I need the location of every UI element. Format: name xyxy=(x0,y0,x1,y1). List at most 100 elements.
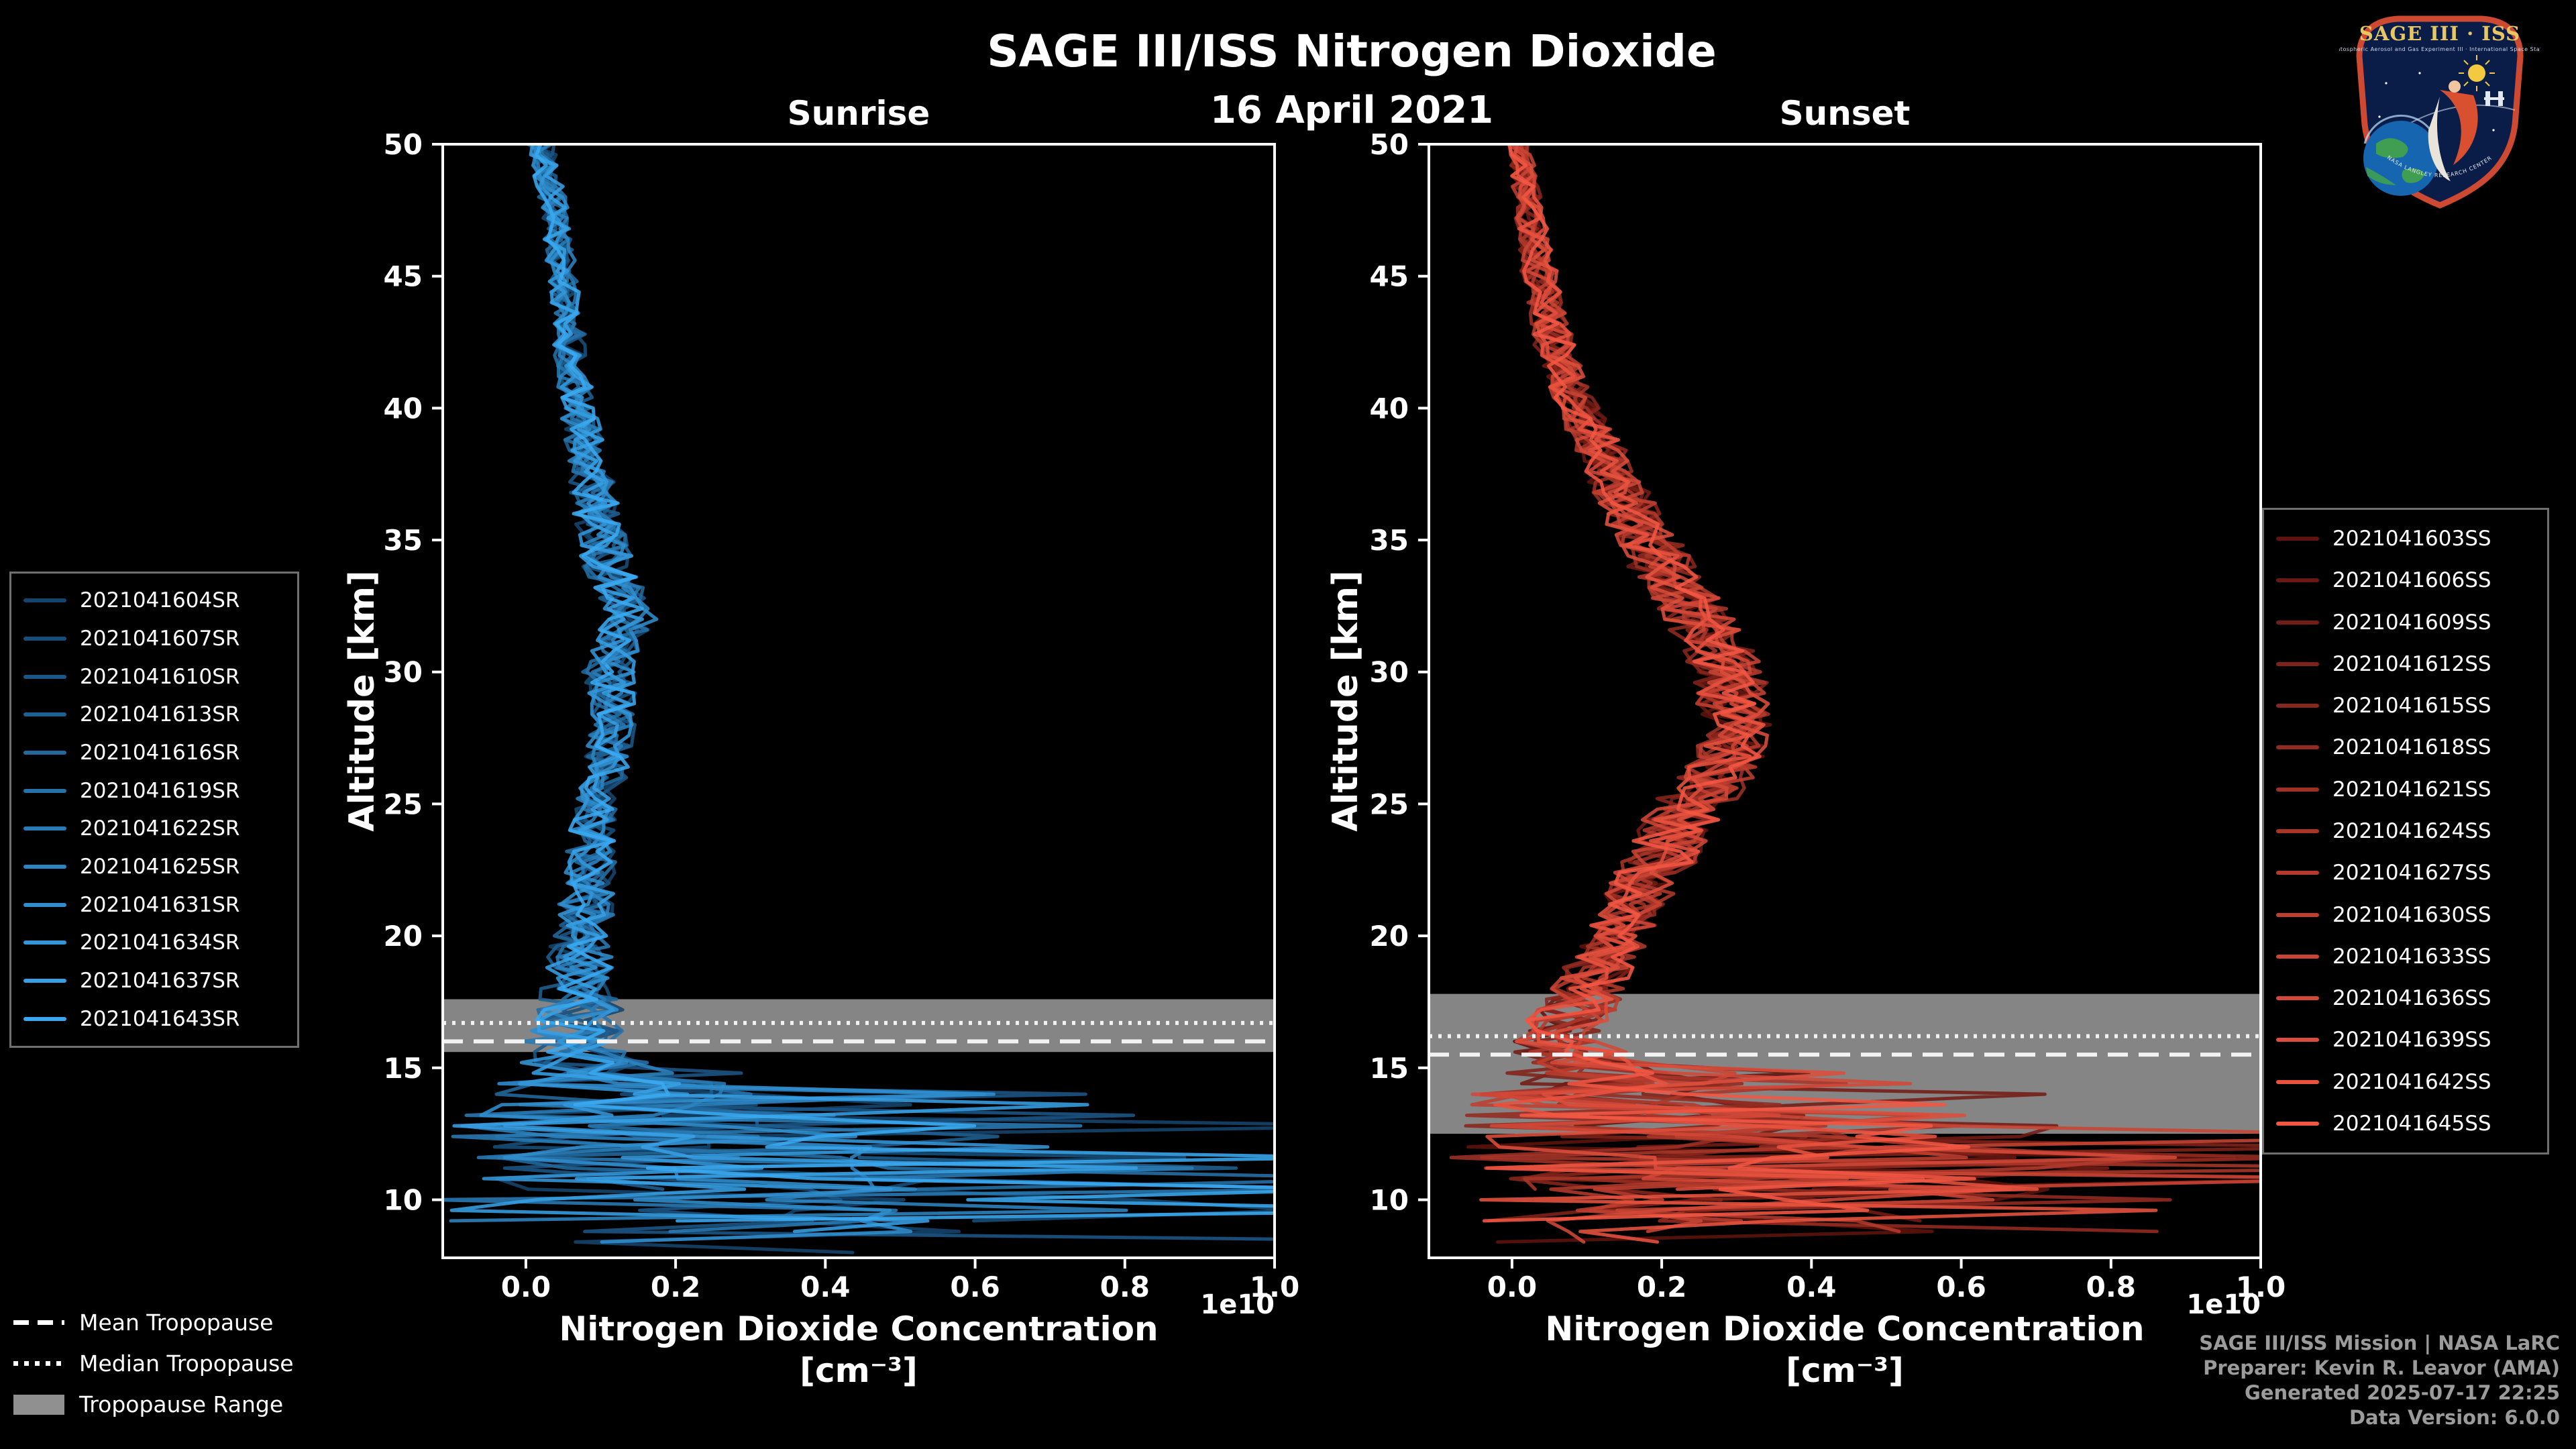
logo-sun xyxy=(2468,64,2485,82)
legend-item: 2021041634SR xyxy=(23,930,285,955)
credits-block: SAGE III/ISS Mission | NASA LaRC Prepare… xyxy=(2199,1331,2560,1430)
legend-line-swatch xyxy=(23,941,66,945)
legend-line-swatch xyxy=(2276,871,2319,875)
legend-item: 2021041610SR xyxy=(23,665,285,689)
legend-label: 2021041643SR xyxy=(80,1006,240,1031)
logo-figure-gown xyxy=(2428,97,2451,181)
legend-label: 2021041612SS xyxy=(2332,651,2491,676)
sunrise-y-axis-label: Altitude [km] xyxy=(342,570,382,832)
sunset-x-axis-label-units: [cm⁻³] xyxy=(1786,1351,1904,1390)
legend-label: 2021041622SR xyxy=(80,816,240,841)
x-tick-label: 0.2 xyxy=(1637,1271,1686,1303)
mean-tropopause-legend-item: Mean Tropopause xyxy=(13,1309,294,1336)
tropopause-range-label: Tropopause Range xyxy=(79,1391,284,1417)
median-tropopause-legend-item: Median Tropopause xyxy=(13,1350,294,1377)
legend-line-swatch xyxy=(23,674,66,679)
x-tick-label: 0.0 xyxy=(1487,1271,1537,1303)
figure-title: SAGE III/ISS Nitrogen Dioxide xyxy=(987,25,1717,77)
legend-item: 2021041642SS xyxy=(2276,1070,2535,1094)
legend-line-swatch xyxy=(23,864,66,869)
x-tick-label: 0.6 xyxy=(1936,1271,1986,1303)
y-tick-label: 15 xyxy=(384,1052,423,1085)
y-tick-label: 30 xyxy=(384,656,423,689)
y-tick-label: 25 xyxy=(384,788,423,820)
sunrise-x-axis-label-line1: Nitrogen Dioxide Concentration xyxy=(559,1309,1159,1348)
legend-label: 2021041604SR xyxy=(80,588,240,613)
x-tick-label: 0.2 xyxy=(651,1271,700,1303)
logo-sun-rays xyxy=(2459,55,2495,91)
y-tick-label: 45 xyxy=(384,260,423,293)
legend-line-swatch xyxy=(23,636,66,641)
x-tick-label: 1.0 xyxy=(2236,1271,2286,1303)
legend-label: 2021041607SR xyxy=(80,626,240,651)
legend-label: 2021041636SS xyxy=(2332,986,2491,1011)
legend-line-swatch xyxy=(2276,704,2319,708)
legend-item: 2021041621SS xyxy=(2276,777,2535,802)
legend-label: 2021041634SR xyxy=(80,930,240,955)
legend-item: 2021041625SR xyxy=(23,855,285,879)
legend-line-swatch xyxy=(23,978,66,983)
gray-patch-swatch xyxy=(13,1394,64,1415)
legend-line-swatch xyxy=(2276,1079,2319,1084)
y-tick-label: 20 xyxy=(1370,920,1409,953)
legend-line-swatch xyxy=(23,598,66,603)
legend-label: 2021041615SS xyxy=(2332,694,2491,718)
series-lines-group xyxy=(443,144,1275,1254)
y-tick-label: 45 xyxy=(1370,260,1409,293)
legend-line-swatch xyxy=(2276,996,2319,1001)
legend-item: 2021041624SS xyxy=(2276,819,2535,843)
legend-label: 2021041625SR xyxy=(80,854,240,879)
legend-label: 2021041624SS xyxy=(2332,818,2491,843)
x-tick-label: 1.0 xyxy=(1250,1271,1299,1303)
legend-line-swatch xyxy=(2276,578,2319,583)
legend-line-swatch xyxy=(2276,620,2319,625)
legend-label: 2021041637SR xyxy=(80,968,240,993)
legend-item: 2021041609SS xyxy=(2276,610,2535,635)
legend-item: 2021041606SS xyxy=(2276,568,2535,592)
sunrise-legend: 2021041604SR 2021041607SR 2021041610SR 2021… xyxy=(9,572,299,1048)
legend-line-swatch xyxy=(2276,912,2319,917)
legend-item: 2021041622SR xyxy=(23,816,285,841)
legend-label: 2021041630SS xyxy=(2332,902,2491,927)
sage-iii-iss-logo: SAGE III · ISS Stratospheric Aerosol and… xyxy=(2339,15,2540,209)
credits-mission: SAGE III/ISS Mission | NASA LaRC xyxy=(2199,1332,2560,1354)
legend-label: 2021041642SS xyxy=(2332,1069,2491,1094)
legend-item: 2021041618SS xyxy=(2276,735,2535,759)
y-tick-label: 30 xyxy=(1370,656,1409,689)
legend-line-swatch xyxy=(2276,787,2319,792)
sunset-x-axis-label: Nitrogen Dioxide Concentration [cm⁻³] xyxy=(1429,1308,2261,1391)
series-line-2021041642SS xyxy=(1479,144,2158,1244)
legend-label: 2021041618SS xyxy=(2332,735,2491,760)
x-tick-label: 0.8 xyxy=(2086,1271,2136,1303)
legend-line-swatch xyxy=(2276,1121,2319,1126)
tropopause-range-legend-item: Tropopause Range xyxy=(13,1391,294,1417)
y-tick-label: 35 xyxy=(384,524,423,557)
y-tick-label: 40 xyxy=(1370,392,1409,425)
legend-item: 2021041619SR xyxy=(23,779,285,803)
x-tick-label: 0.0 xyxy=(501,1271,551,1303)
logo-title: SAGE III · ISS xyxy=(2359,22,2520,45)
legend-line-swatch xyxy=(23,788,66,793)
legend-line-swatch xyxy=(2276,1038,2319,1042)
legend-line-swatch xyxy=(23,1016,66,1021)
legend-line-swatch xyxy=(23,750,66,755)
logo-earth xyxy=(2363,121,2438,196)
y-tick-label: 50 xyxy=(384,128,423,161)
sunset-legend: 2021041603SS 2021041606SS 2021041609SS 2021… xyxy=(2262,508,2549,1155)
median-tropopause-label: Median Tropopause xyxy=(79,1350,294,1377)
sunset-y-axis-label: Altitude [km] xyxy=(1326,570,1366,832)
y-tick-label: 15 xyxy=(1370,1052,1409,1085)
legend-line-swatch xyxy=(2276,537,2319,541)
y-tick-label: 50 xyxy=(1370,128,1409,161)
x-tick-label: 0.8 xyxy=(1100,1271,1150,1303)
legend-item: 2021041643SR xyxy=(23,1007,285,1031)
legend-label: 2021041639SS xyxy=(2332,1028,2491,1053)
x-tick-label: 0.4 xyxy=(800,1271,850,1303)
dotted-line-swatch xyxy=(13,1361,64,1366)
legend-item: 2021041615SS xyxy=(2276,694,2535,718)
legend-item: 2021041604SR xyxy=(23,588,285,612)
legend-item: 2021041636SS xyxy=(2276,986,2535,1010)
figure-date: 16 April 2021 xyxy=(1210,89,1494,132)
legend-item: 2021041645SS xyxy=(2276,1112,2535,1136)
legend-label: 2021041631SR xyxy=(80,892,240,917)
